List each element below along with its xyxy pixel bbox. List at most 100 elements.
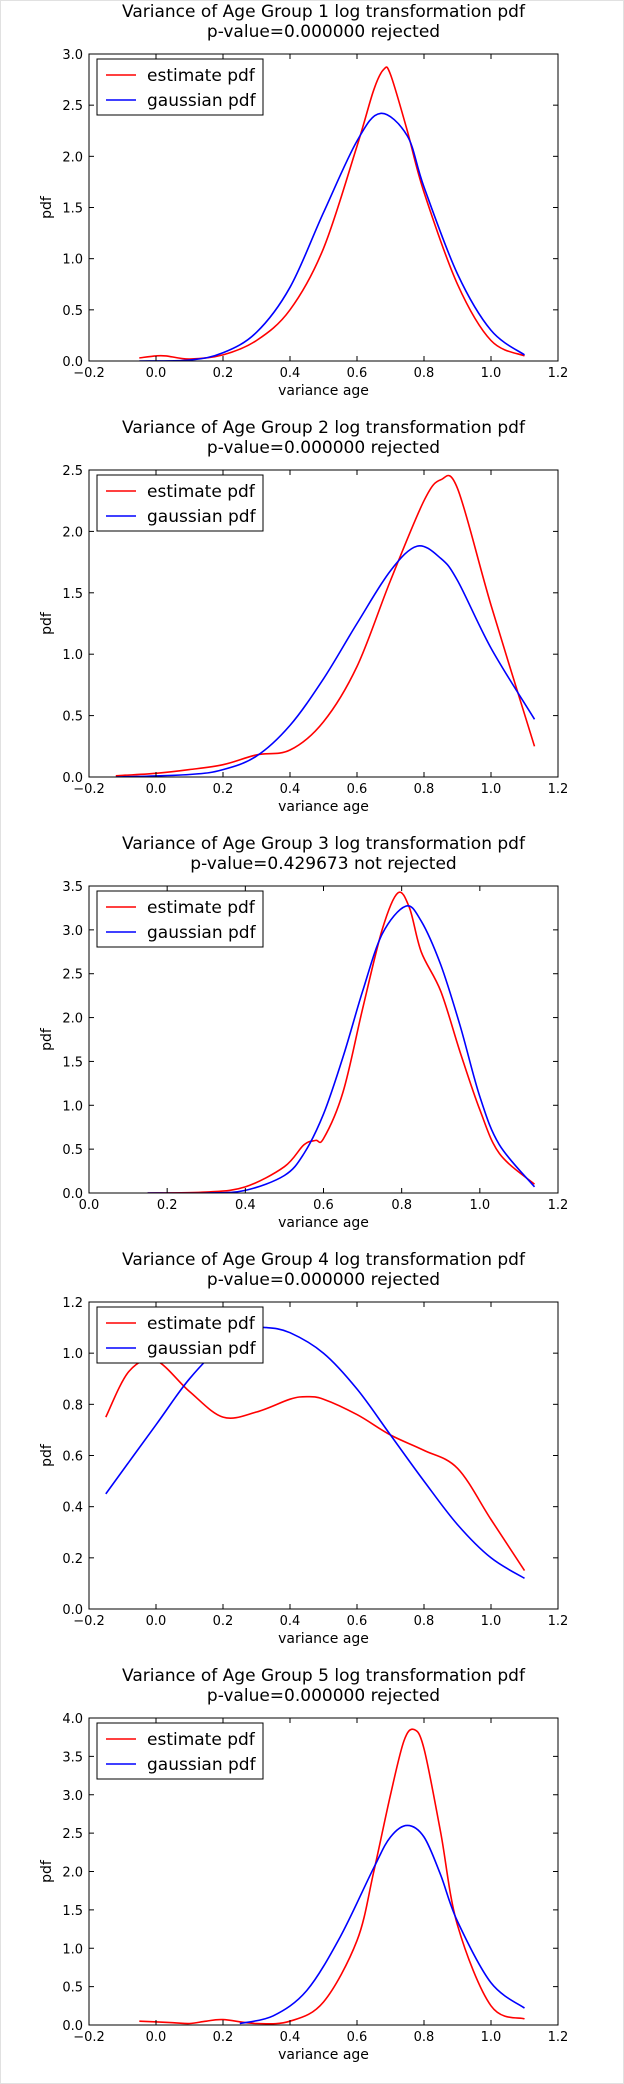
- x-axis-label: variance age: [278, 383, 369, 399]
- x-tick-label: 1.2: [548, 366, 569, 381]
- x-tick-label: 1.0: [481, 1614, 502, 1629]
- y-tick-label: 0.5: [62, 710, 83, 725]
- legend-label: estimate pdf: [147, 482, 256, 502]
- chart-panel-3: Variance of Age Group 3 log transformati…: [1, 835, 623, 1251]
- x-tick-label: 0.6: [347, 366, 368, 381]
- x-tick-label: 0.2: [213, 2030, 234, 2045]
- y-tick-label: 0.2: [62, 1552, 83, 1567]
- gaussian-pdf-line: [105, 1326, 525, 1579]
- x-tick-label: 0.0: [146, 782, 167, 797]
- estimate-pdf-line: [147, 891, 536, 1193]
- estimate-pdf-line: [115, 474, 536, 777]
- x-tick-label: 0.0: [146, 366, 167, 381]
- gaussian-pdf-line: [239, 1824, 525, 2025]
- x-tick-label: 0.8: [414, 366, 435, 381]
- y-tick-label: 1.0: [62, 1942, 83, 1957]
- x-tick-label: 0.6: [347, 1614, 368, 1629]
- x-tick-label: 0.6: [347, 782, 368, 797]
- legend-label: gaussian pdf: [147, 1755, 257, 1775]
- chart-svg: Variance of Age Group 1 log transformati…: [39, 3, 569, 399]
- chart-subtitle: p-value=0.000000 rejected: [207, 1686, 440, 1706]
- y-tick-label: 2.5: [62, 99, 83, 114]
- legend-box: [96, 474, 264, 532]
- gaussian-pdf-line: [147, 905, 536, 1193]
- y-tick-label: 0.6: [62, 1450, 83, 1465]
- legend: estimate pdf gaussian pdf: [96, 890, 264, 948]
- x-tick-label: 1.0: [469, 1198, 490, 1213]
- legend-label: estimate pdf: [147, 66, 256, 86]
- x-tick-label: 0.8: [414, 782, 435, 797]
- x-tick-label: 0.8: [391, 1198, 412, 1213]
- chart-title: Variance of Age Group 3 log transformati…: [122, 835, 526, 854]
- x-tick-label: 0.2: [213, 1614, 234, 1629]
- x-tick-label: 0.0: [79, 1198, 100, 1213]
- y-tick-label: 3.5: [62, 1750, 83, 1765]
- x-axis-label: variance age: [278, 2047, 369, 2063]
- y-tick-label: 0.0: [62, 771, 83, 786]
- x-tick-label: 1.2: [548, 2030, 569, 2045]
- chart-title: Variance of Age Group 1 log transformati…: [122, 3, 526, 22]
- y-tick-label: 3.0: [62, 1789, 83, 1804]
- legend: estimate pdf gaussian pdf: [96, 58, 264, 116]
- x-tick-label: 1.2: [548, 782, 569, 797]
- x-tick-label: −0.2: [73, 782, 105, 797]
- x-tick-label: −0.2: [73, 2030, 105, 2045]
- y-tick-label: 0.4: [62, 1501, 83, 1516]
- legend: estimate pdf gaussian pdf: [96, 474, 264, 532]
- estimate-pdf-line: [139, 1728, 525, 2025]
- y-tick-label: 0.0: [62, 355, 83, 370]
- x-axis-label: variance age: [278, 799, 369, 815]
- x-tick-label: 1.0: [481, 2030, 502, 2045]
- x-tick-label: 0.4: [280, 366, 301, 381]
- estimate-pdf-line: [139, 66, 525, 360]
- y-tick-label: 0.0: [62, 1603, 83, 1618]
- x-tick-label: 0.2: [213, 782, 234, 797]
- legend: estimate pdf gaussian pdf: [96, 1722, 264, 1780]
- y-tick-label: 2.0: [62, 150, 83, 165]
- x-tick-label: 0.8: [414, 2030, 435, 2045]
- y-tick-label: 2.0: [62, 1012, 83, 1027]
- y-tick-label: 1.0: [62, 648, 83, 663]
- x-tick-label: 0.2: [157, 1198, 178, 1213]
- y-tick-label: 0.5: [62, 304, 83, 319]
- x-tick-label: 0.8: [414, 1614, 435, 1629]
- chart-subtitle: p-value=0.000000 rejected: [207, 438, 440, 458]
- y-tick-label: 1.0: [62, 1099, 83, 1114]
- y-tick-label: 2.5: [62, 464, 83, 479]
- x-tick-label: 0.0: [146, 1614, 167, 1629]
- chart-svg: Variance of Age Group 4 log transformati…: [39, 1251, 568, 1647]
- chart-panel-4: Variance of Age Group 4 log transformati…: [1, 1251, 623, 1667]
- legend-label: estimate pdf: [147, 898, 256, 918]
- chart-svg: Variance of Age Group 2 log transformati…: [39, 419, 569, 815]
- legend-label: gaussian pdf: [147, 507, 257, 527]
- y-tick-label: 1.5: [62, 1055, 83, 1070]
- x-tick-label: −0.2: [73, 1614, 105, 1629]
- legend-label: estimate pdf: [147, 1730, 256, 1750]
- legend-box: [96, 890, 264, 948]
- chart-title: Variance of Age Group 2 log transformati…: [122, 419, 526, 438]
- legend-label: estimate pdf: [147, 1314, 256, 1334]
- x-tick-label: 0.0: [146, 2030, 167, 2045]
- y-tick-label: 1.5: [62, 587, 83, 602]
- x-tick-label: 1.2: [548, 1198, 569, 1213]
- legend-box: [96, 1722, 264, 1780]
- y-tick-label: 2.5: [62, 968, 83, 983]
- x-axis-label: variance age: [278, 1215, 369, 1231]
- y-tick-label: 1.5: [62, 202, 83, 217]
- chart-subtitle: p-value=0.000000 rejected: [207, 22, 440, 42]
- y-axis-label: pdf: [39, 1027, 55, 1051]
- gaussian-pdf-line: [139, 112, 525, 361]
- y-tick-label: 4.0: [62, 1712, 83, 1727]
- chart-svg: Variance of Age Group 3 log transformati…: [39, 835, 569, 1231]
- legend-box: [96, 58, 264, 116]
- chart-title: Variance of Age Group 5 log transformati…: [122, 1667, 526, 1686]
- y-tick-label: 3.5: [62, 880, 83, 895]
- x-tick-label: 1.0: [481, 366, 502, 381]
- gaussian-pdf-line: [115, 545, 536, 777]
- y-tick-label: 0.5: [62, 1981, 83, 1996]
- legend: estimate pdf gaussian pdf: [96, 1306, 264, 1364]
- plot-frame: [88, 469, 559, 778]
- x-tick-label: −0.2: [73, 366, 105, 381]
- x-tick-label: 0.4: [235, 1198, 256, 1213]
- y-tick-label: 1.5: [62, 1904, 83, 1919]
